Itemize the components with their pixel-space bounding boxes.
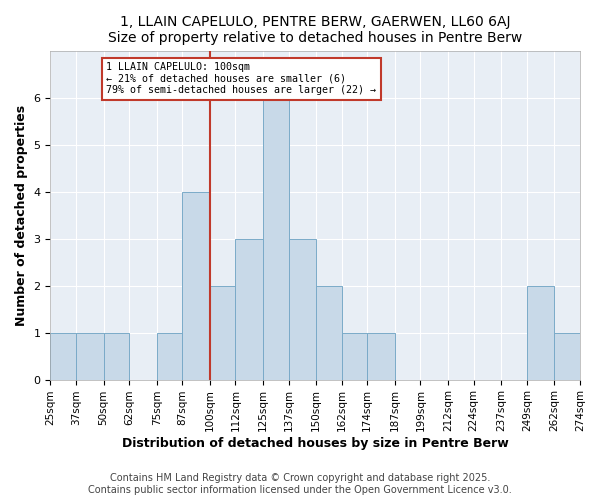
X-axis label: Distribution of detached houses by size in Pentre Berw: Distribution of detached houses by size … xyxy=(122,437,509,450)
Bar xyxy=(76,332,104,380)
Bar xyxy=(316,286,342,380)
Bar xyxy=(157,332,182,380)
Bar xyxy=(182,192,210,380)
Text: 1 LLAIN CAPELULO: 100sqm
← 21% of detached houses are smaller (6)
79% of semi-de: 1 LLAIN CAPELULO: 100sqm ← 21% of detach… xyxy=(106,62,376,96)
Title: 1, LLAIN CAPELULO, PENTRE BERW, GAERWEN, LL60 6AJ
Size of property relative to d: 1, LLAIN CAPELULO, PENTRE BERW, GAERWEN,… xyxy=(108,15,523,45)
Y-axis label: Number of detached properties: Number of detached properties xyxy=(15,104,28,326)
Bar xyxy=(50,332,76,380)
Bar xyxy=(367,332,395,380)
Text: Contains HM Land Registry data © Crown copyright and database right 2025.
Contai: Contains HM Land Registry data © Crown c… xyxy=(88,474,512,495)
Bar xyxy=(210,286,235,380)
Bar xyxy=(235,238,263,380)
Bar xyxy=(527,286,554,380)
Bar xyxy=(263,98,289,380)
Bar xyxy=(342,332,367,380)
Bar xyxy=(289,238,316,380)
Bar xyxy=(104,332,129,380)
Bar xyxy=(554,332,580,380)
